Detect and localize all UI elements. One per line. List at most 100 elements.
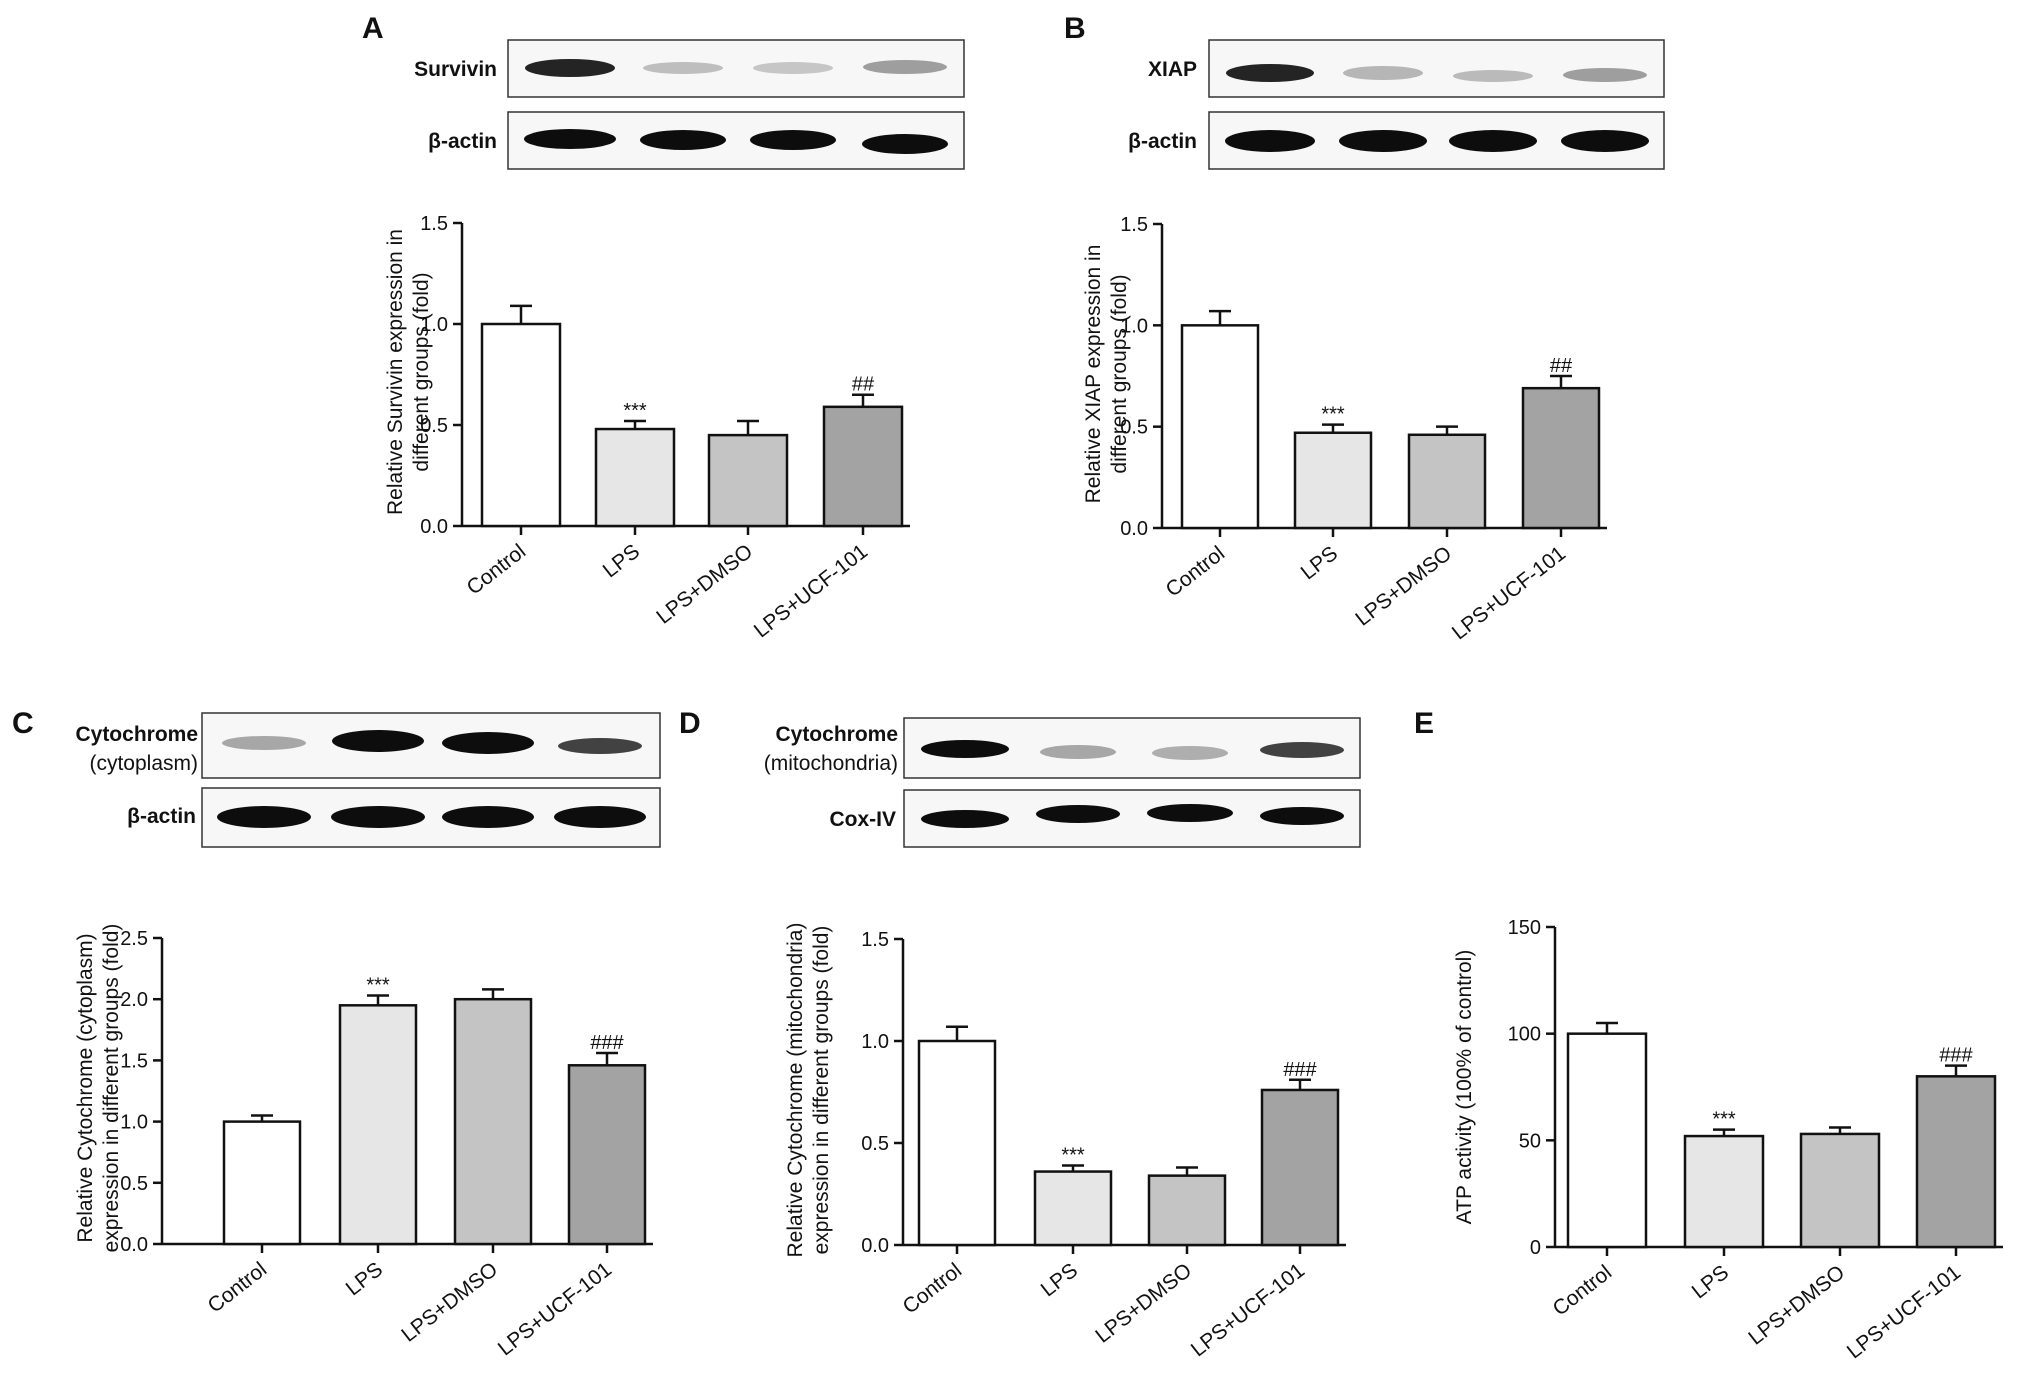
- band-actin-a-lps-ucf: [862, 134, 948, 154]
- x-tick-label-d-lps: LPS: [1037, 1259, 1082, 1302]
- y-tick-label-d-2: 1.0: [861, 1031, 889, 1053]
- y-tick-label-c-3: 1.5: [120, 1050, 148, 1072]
- blot-bands-xiap: [1226, 64, 1647, 82]
- error-bar-b-lps: [1322, 423, 1344, 433]
- x-tick-label-e-lps-dmso: LPS+DMSO: [1744, 1261, 1849, 1350]
- blot-bands-cytochrome-mitochondria: [921, 740, 1344, 760]
- blot-bands-cox-iv: [921, 804, 1344, 828]
- error-bar-a-lps-ucf-101: [852, 393, 874, 407]
- bar-d-control: [917, 1039, 997, 1247]
- bar-chart-b: Relative XIAP expression in different gr…: [1082, 214, 1607, 644]
- blot-area-a: Survivin β-actin: [414, 39, 965, 170]
- y-axis-label-b-line2: different groups (fold): [1108, 274, 1131, 473]
- y-tick-label-e-0: 0: [1530, 1237, 1541, 1259]
- band-actin-b-lps: [1339, 130, 1427, 152]
- band-cox-lps-ucf: [1260, 807, 1344, 825]
- bar-d-lps-dmso: [1147, 1174, 1227, 1247]
- blot-area-b: XIAP β-actin: [1128, 39, 1665, 170]
- y-tick-label-c-1: 0.5: [120, 1173, 148, 1195]
- band-actin-b-lps-ucf: [1561, 130, 1649, 152]
- significance-marker-d-lps: ***: [1061, 1144, 1085, 1166]
- bar-e-lps: [1683, 1134, 1765, 1249]
- error-bar-e-control: [1596, 1021, 1618, 1034]
- x-tick-label-c-lps-ucf-101: LPS+UCF-101: [494, 1258, 616, 1361]
- y-axis-label-a-line2: different groups (fold): [410, 272, 433, 471]
- bar-chart-c: Relative Cytochrome (cytoplasm) expressi…: [74, 924, 653, 1361]
- significance-marker-e-lps: ***: [1712, 1109, 1736, 1131]
- blot-bands-cytochrome-cytoplasm: [222, 730, 642, 754]
- blot-label-beta-actin-b: β-actin: [1128, 130, 1197, 153]
- significance-marker-c-lps-ucf-101: ###: [590, 1032, 624, 1054]
- band-cytc-lps: [332, 730, 424, 752]
- error-bar-d-lps-ucf-101: [1289, 1078, 1311, 1090]
- band-survivin-lps: [643, 62, 723, 74]
- x-tick-label-d-control: Control: [899, 1259, 967, 1319]
- band-cytm-lps: [1040, 745, 1116, 759]
- error-bar-c-lps-dmso: [482, 988, 504, 1000]
- band-cox-lps: [1036, 805, 1120, 823]
- band-cytc-lps-ucf: [558, 738, 642, 754]
- bar-c-lps-ucf-101: [567, 1064, 647, 1246]
- x-tick-label-a-control: Control: [463, 540, 531, 600]
- significance-marker-a-lps-ucf-101: ##: [852, 374, 875, 396]
- y-axis-label-a-line1: Relative Survivin expression in: [384, 229, 407, 515]
- x-tick-label-a-lps: LPS: [599, 540, 644, 583]
- bar-chart-a: Relative Survivin expression in differen…: [384, 213, 910, 642]
- error-bar-e-lps-dmso: [1829, 1126, 1851, 1134]
- panel-d: D Cytochrome (mitochondria) Cox-IV Relat…: [679, 707, 1361, 1362]
- significance-marker-a-lps: ***: [623, 400, 647, 422]
- error-bar-d-control: [946, 1025, 968, 1041]
- blot-label-survivin: Survivin: [414, 58, 497, 81]
- panel-a: A Survivin β-actin Relative Survivin exp…: [362, 12, 965, 642]
- bar-a-lps-ucf-101: [822, 405, 904, 528]
- y-tick-label-c-2: 1.0: [120, 1112, 148, 1134]
- band-xiap-lps-dmso: [1453, 70, 1533, 82]
- band-cytm-lps-ucf: [1260, 742, 1344, 758]
- bar-c-lps: [338, 1004, 418, 1246]
- band-actin-a-control: [524, 129, 616, 149]
- error-bar-a-lps-dmso: [737, 419, 759, 436]
- significance-marker-b-lps-ucf-101: ##: [1550, 355, 1573, 377]
- band-actin-a-lps: [640, 130, 726, 150]
- x-tick-label-d-lps-ucf-101: LPS+UCF-101: [1187, 1259, 1309, 1362]
- blot-label-cox-iv: Cox-IV: [829, 808, 896, 831]
- y-tick-label-b-3: 1.5: [1120, 214, 1148, 236]
- y-axis-label-d-line2: expression in different groups (fold): [810, 926, 833, 1255]
- error-bar-e-lps-ucf-101: [1945, 1064, 1967, 1077]
- error-bar-a-control: [510, 304, 532, 324]
- bar-b-lps-dmso: [1407, 433, 1487, 530]
- bar-chart-e: ATP activity (100% of control) 0 50 100 150…: [1453, 917, 2003, 1363]
- blot-area-d: Cytochrome (mitochondria) Cox-IV: [764, 717, 1361, 848]
- bar-e-lps-ucf-101: [1915, 1075, 1997, 1249]
- error-bar-c-lps: [367, 994, 389, 1006]
- bar-b-control: [1180, 324, 1260, 530]
- y-tick-label-a-2: 1.0: [420, 314, 448, 336]
- blot-bands-beta-actin-b: [1225, 130, 1649, 152]
- y-tick-label-d-3: 1.5: [861, 929, 889, 951]
- y-tick-label-a-3: 1.5: [420, 213, 448, 235]
- blot-label-beta-actin-c: β-actin: [127, 805, 196, 828]
- band-xiap-control: [1226, 64, 1314, 82]
- x-tick-label-a-lps-dmso: LPS+DMSO: [652, 540, 757, 629]
- x-tick-label-e-lps-ucf-101: LPS+UCF-101: [1843, 1261, 1965, 1364]
- panel-letter-d: D: [679, 707, 701, 740]
- blot-bands-beta-actin-c: [217, 806, 646, 828]
- band-actin-c-control: [217, 806, 311, 828]
- y-tick-label-a-1: 0.5: [420, 415, 448, 437]
- blot-label-cytoplasm: (cytoplasm): [89, 752, 198, 775]
- bar-chart-d: Relative Cytochrome (mitochondria) expre…: [784, 923, 1346, 1362]
- y-axis-label-e: ATP activity (100% of control): [1453, 950, 1476, 1225]
- y-tick-label-b-0: 0.0: [1120, 518, 1148, 540]
- y-axis-label-d-line1: Relative Cytochrome (mitochondria): [784, 923, 807, 1258]
- y-axis-label-c-line1: Relative Cytochrome (cytoplasm): [74, 933, 97, 1242]
- x-tick-label-d-lps-dmso: LPS+DMSO: [1091, 1259, 1196, 1348]
- y-tick-label-e-3: 150: [1508, 917, 1541, 939]
- band-actin-c-lps: [331, 806, 425, 828]
- x-tick-label-a-lps-ucf-101: LPS+UCF-101: [750, 540, 872, 643]
- bar-c-lps-dmso: [453, 997, 533, 1246]
- bar-d-lps-ucf-101: [1260, 1088, 1340, 1247]
- band-actin-b-lps-dmso: [1449, 130, 1537, 152]
- band-actin-a-lps-dmso: [750, 130, 836, 150]
- error-bar-d-lps: [1062, 1164, 1084, 1172]
